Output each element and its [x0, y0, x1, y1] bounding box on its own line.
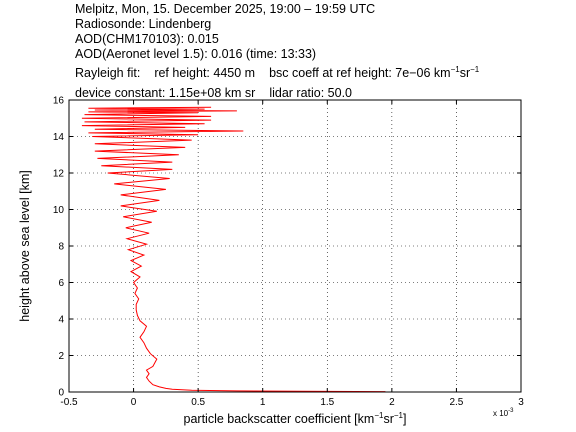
y-tick-label: 10 — [53, 205, 65, 216]
bsc-coeff: bsc coeff at ref height: 7e−06 km−1sr−1 — [269, 65, 480, 81]
x-tick-label: -0.5 — [60, 397, 78, 408]
y-tick-label: 12 — [53, 169, 65, 180]
lidar-ratio: lidar ratio: 50.0 — [269, 86, 352, 100]
y-tick-label: 16 — [53, 96, 65, 107]
y-tick-label: 4 — [58, 315, 64, 326]
y-axis-label: height above sea level [km] — [18, 170, 32, 321]
x-tick-label: 2.5 — [449, 397, 463, 408]
device-constant: device constant: 1.15e+08 km sr — [75, 86, 256, 100]
y-tick-label: 6 — [58, 278, 64, 289]
header-rayleigh-fit: Rayleigh fit: ref height: 4450 m bsc coeff… — [75, 65, 480, 81]
grid — [69, 100, 521, 392]
x-tick-label: 0 — [131, 397, 137, 408]
y-tick-label: 8 — [58, 242, 64, 253]
y-tick-label: 14 — [53, 132, 65, 143]
ref-height: ref height: 4450 m — [154, 66, 256, 80]
header-site-date: Melpitz, Mon, 15. December 2025, 19:00 –… — [75, 2, 376, 16]
header-radiosonde: Radiosonde: Lindenberg — [75, 17, 212, 31]
backscatter-profile-line — [81, 106, 386, 393]
x-tick-label: 1 — [260, 397, 266, 408]
header-device: device constant: 1.15e+08 km sr lidar rat… — [75, 86, 352, 100]
y-tick-label: 2 — [58, 351, 64, 362]
rayleigh-label: Rayleigh fit: — [75, 66, 141, 80]
header-aod-chm: AOD(CHM170103): 0.015 — [75, 32, 219, 46]
x-multiplier: x 10-3 — [493, 408, 514, 418]
x-tick-label: 2 — [389, 397, 395, 408]
header-aod-aeronet: AOD(Aeronet level 1.5): 0.016 (time: 13:… — [75, 47, 317, 61]
x-tick-label: 3 — [518, 397, 524, 408]
y-tick-label: 0 — [58, 388, 64, 399]
x-tick-label: 1.5 — [320, 397, 334, 408]
x-axis-label: particle backscatter coefficient [km−1sr… — [184, 411, 407, 426]
x-tick-label: 0.5 — [191, 397, 205, 408]
